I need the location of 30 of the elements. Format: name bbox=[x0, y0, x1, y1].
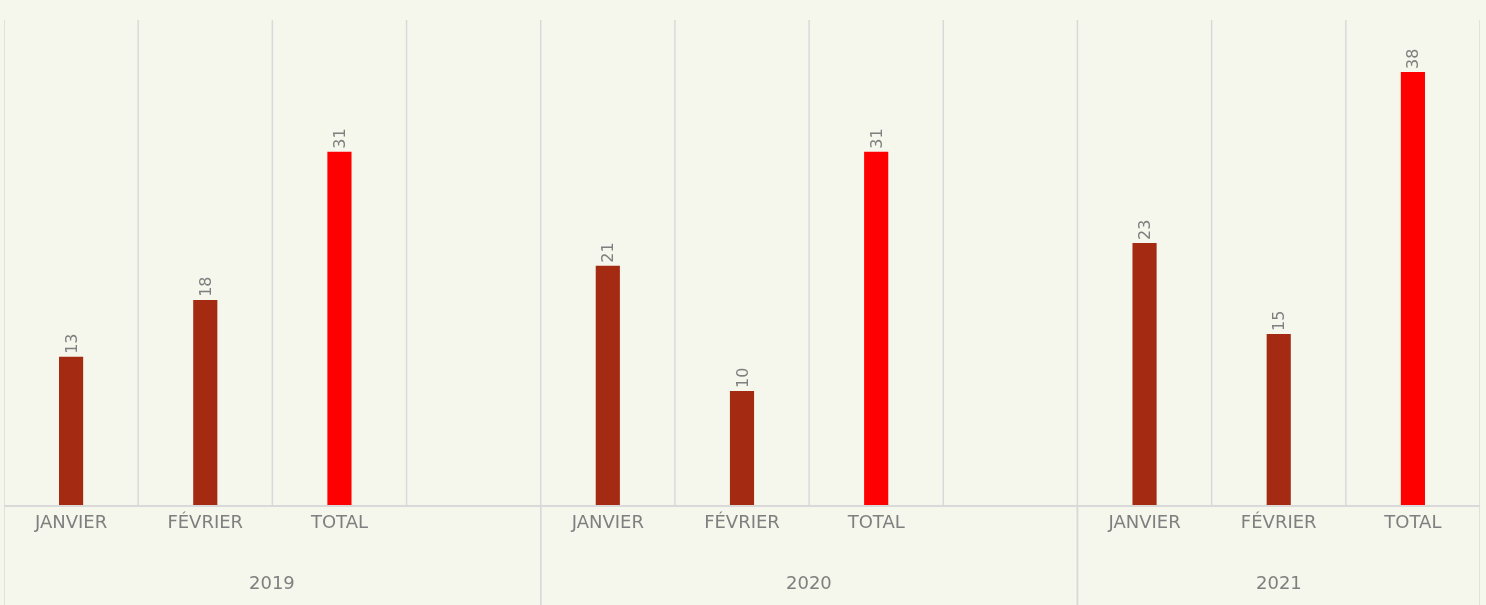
bar bbox=[193, 299, 218, 505]
data-label: 13 bbox=[61, 333, 81, 354]
x-tick-label: JANVIER bbox=[33, 511, 108, 533]
text: 2021 bbox=[1256, 572, 1302, 593]
bar bbox=[864, 151, 889, 505]
bar bbox=[595, 265, 620, 505]
data-label: 18 bbox=[195, 276, 215, 297]
text: 2020 bbox=[786, 572, 832, 593]
x-tick-label: JANVIER bbox=[1107, 511, 1181, 533]
data-label: 21 bbox=[598, 242, 618, 263]
x-tick-label: TOTAL bbox=[846, 511, 905, 533]
data-label: 31 bbox=[866, 128, 886, 149]
x-tick-label: TOTAL bbox=[309, 511, 368, 533]
x-tick-label: TOTAL bbox=[1383, 511, 1442, 533]
text: 2019 bbox=[249, 572, 295, 593]
x-tick-label: FÉVRIER bbox=[704, 511, 780, 533]
bar bbox=[1400, 71, 1425, 505]
x-tick-label: FÉVRIER bbox=[1240, 511, 1317, 533]
bar bbox=[729, 391, 755, 505]
data-label: 10 bbox=[732, 367, 752, 389]
x-tick-label: JANVIER bbox=[570, 511, 644, 533]
bar bbox=[1266, 334, 1291, 505]
bar bbox=[1132, 242, 1157, 505]
bar bbox=[59, 356, 84, 505]
data-label: 23 bbox=[1135, 219, 1155, 240]
x-tick-label: FÉVRIER bbox=[167, 511, 244, 533]
data-label: 31 bbox=[329, 128, 349, 149]
data-label: 15 bbox=[1269, 310, 1289, 332]
data-label: 38 bbox=[1403, 48, 1423, 69]
bar bbox=[327, 151, 352, 505]
